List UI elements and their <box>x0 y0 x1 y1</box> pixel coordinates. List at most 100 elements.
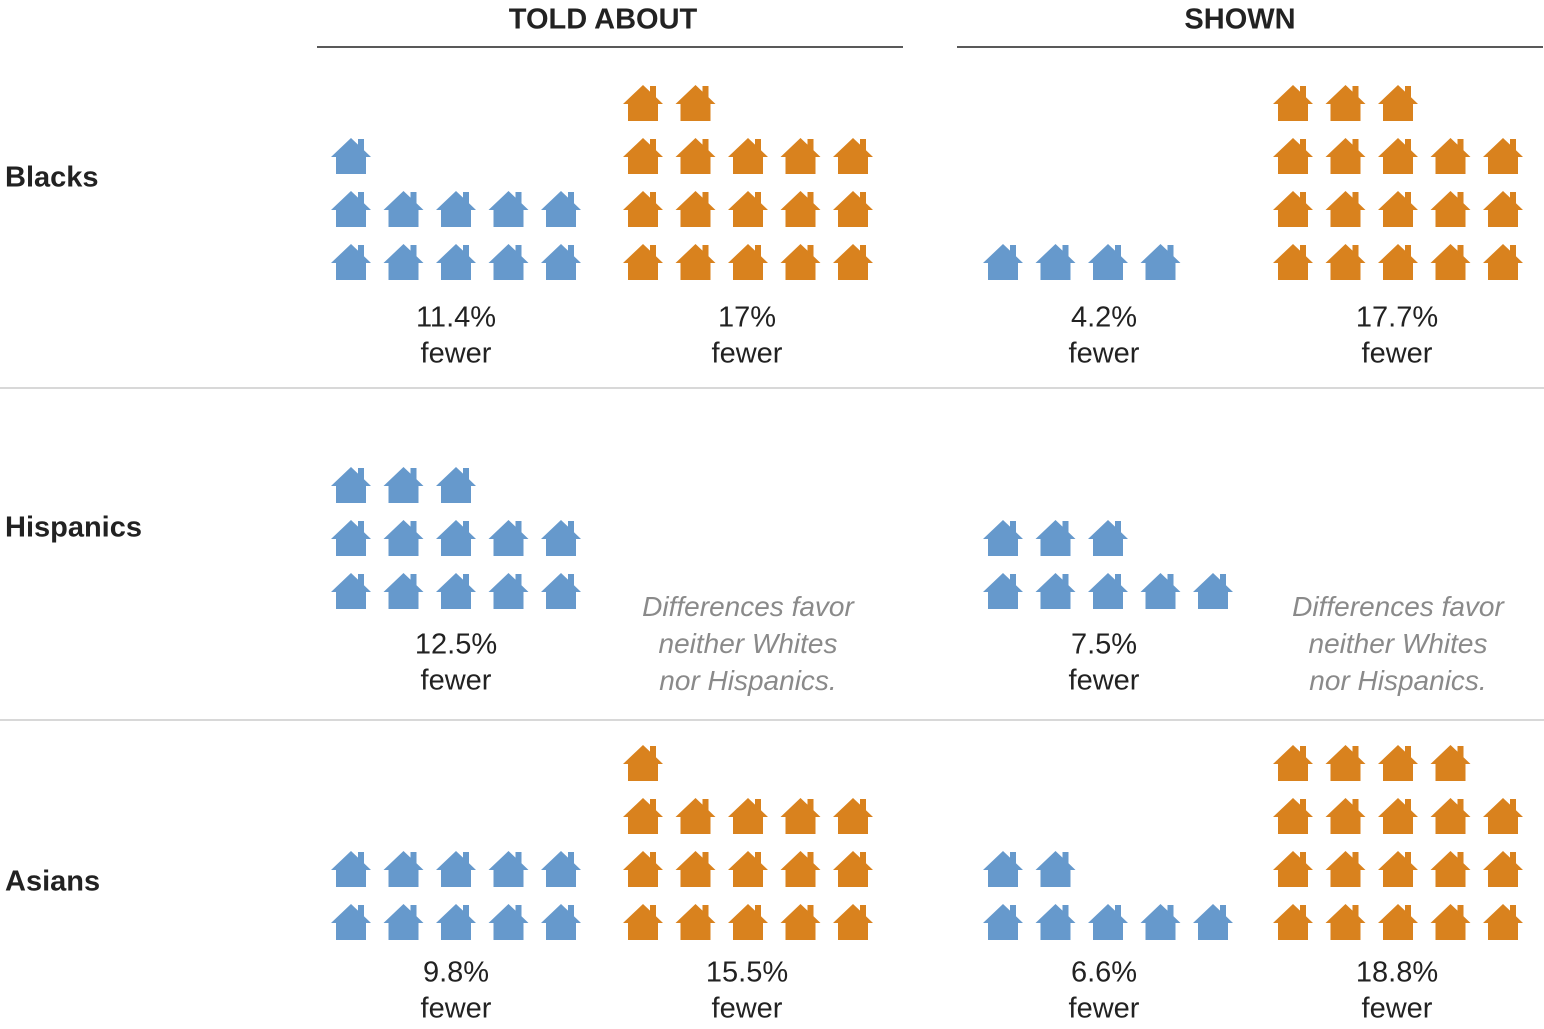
house-icon <box>780 904 821 940</box>
house-icon <box>1035 851 1076 887</box>
house-icon <box>1430 745 1471 781</box>
house-icon <box>675 798 716 834</box>
value-label: 18.8% <box>1355 956 1439 989</box>
note: Differences favor <box>1292 591 1504 622</box>
note: neither Whites <box>658 628 838 659</box>
house-icon <box>728 851 768 887</box>
house-icon <box>1483 138 1523 174</box>
house-icon <box>1325 244 1366 280</box>
value-caption: fewer <box>1068 337 1140 370</box>
house-icon <box>728 191 768 227</box>
house-icon <box>1325 851 1366 887</box>
house-icon <box>1273 191 1313 227</box>
house-icon <box>1325 191 1366 227</box>
value-caption: fewer <box>420 992 492 1025</box>
house-icon <box>436 244 476 280</box>
house-icon <box>488 904 529 940</box>
value-caption: fewer <box>1068 664 1140 697</box>
group-header: SHOWN <box>1184 3 1296 36</box>
house-icon <box>488 191 529 227</box>
house-icon <box>383 573 424 609</box>
house-icon <box>1378 904 1418 940</box>
house-icon <box>436 851 476 887</box>
value-label: 15.5% <box>705 956 789 989</box>
house-icon <box>1140 244 1181 280</box>
house-icon <box>983 520 1023 556</box>
value-caption: fewer <box>1068 992 1140 1025</box>
note: Differences favor <box>642 591 854 622</box>
house-icon <box>728 138 768 174</box>
house-icon <box>488 851 529 887</box>
house-icon <box>541 904 581 940</box>
value-label: 6.6% <box>1070 956 1138 989</box>
house-icon <box>1483 904 1523 940</box>
house-icon <box>780 191 821 227</box>
value-label: 12.5% <box>414 628 498 661</box>
house-icon <box>541 191 581 227</box>
house-icon <box>983 904 1023 940</box>
house-icon <box>983 573 1023 609</box>
value-label: 9.8% <box>422 956 490 989</box>
house-icon <box>780 138 821 174</box>
house-icon <box>436 573 476 609</box>
house-icon <box>623 244 663 280</box>
house-icon <box>675 851 716 887</box>
house-icon <box>331 904 371 940</box>
house-icon <box>1430 904 1471 940</box>
house-icon <box>331 520 371 556</box>
value-caption: fewer <box>1361 992 1433 1025</box>
house-icon <box>383 904 424 940</box>
house-icon <box>675 191 716 227</box>
value-caption: fewer <box>420 664 492 697</box>
house-icon <box>675 85 716 121</box>
house-icon <box>1273 138 1313 174</box>
house-icon <box>1378 745 1418 781</box>
house-icon <box>1378 85 1418 121</box>
house-icon <box>1483 191 1523 227</box>
note: nor Hispanics. <box>1309 665 1487 696</box>
house-icon <box>1193 573 1233 609</box>
house-icon <box>1325 904 1366 940</box>
row-label: Hispanics <box>5 511 142 544</box>
house-icon <box>541 520 581 556</box>
house-icon <box>1088 520 1128 556</box>
value-caption: fewer <box>711 337 783 370</box>
house-icon <box>1430 244 1471 280</box>
value-label: 11.4% <box>415 301 497 334</box>
house-icon <box>541 851 581 887</box>
house-icon <box>833 244 873 280</box>
house-icon <box>1273 851 1313 887</box>
house-icon <box>675 904 716 940</box>
house-icon <box>1088 573 1128 609</box>
value-label: 4.2% <box>1070 301 1138 334</box>
house-icon <box>488 520 529 556</box>
house-icon <box>623 798 663 834</box>
value-caption: fewer <box>711 992 783 1025</box>
house-icon <box>1483 244 1523 280</box>
value-label: 17.7% <box>1355 301 1439 334</box>
house-icon <box>1140 573 1181 609</box>
house-icon <box>1325 798 1366 834</box>
house-icon <box>331 244 371 280</box>
house-icon <box>623 85 663 121</box>
house-icon <box>1088 904 1128 940</box>
house-icon <box>331 467 371 503</box>
house-icon <box>1430 138 1471 174</box>
group-header: TOLD ABOUT <box>508 3 698 36</box>
house-icon <box>1088 244 1128 280</box>
house-icon <box>675 244 716 280</box>
house-icon <box>488 573 529 609</box>
house-icon <box>1378 244 1418 280</box>
house-icon <box>1483 798 1523 834</box>
note: nor Hispanics. <box>659 665 837 696</box>
house-icon <box>780 244 821 280</box>
house-icon <box>983 244 1023 280</box>
value-caption: fewer <box>420 337 492 370</box>
row-label: Blacks <box>5 161 99 194</box>
house-icon <box>675 138 716 174</box>
house-icon <box>623 745 663 781</box>
house-icon <box>331 138 371 174</box>
house-icon <box>728 244 768 280</box>
house-icon <box>383 851 424 887</box>
house-icon <box>623 138 663 174</box>
